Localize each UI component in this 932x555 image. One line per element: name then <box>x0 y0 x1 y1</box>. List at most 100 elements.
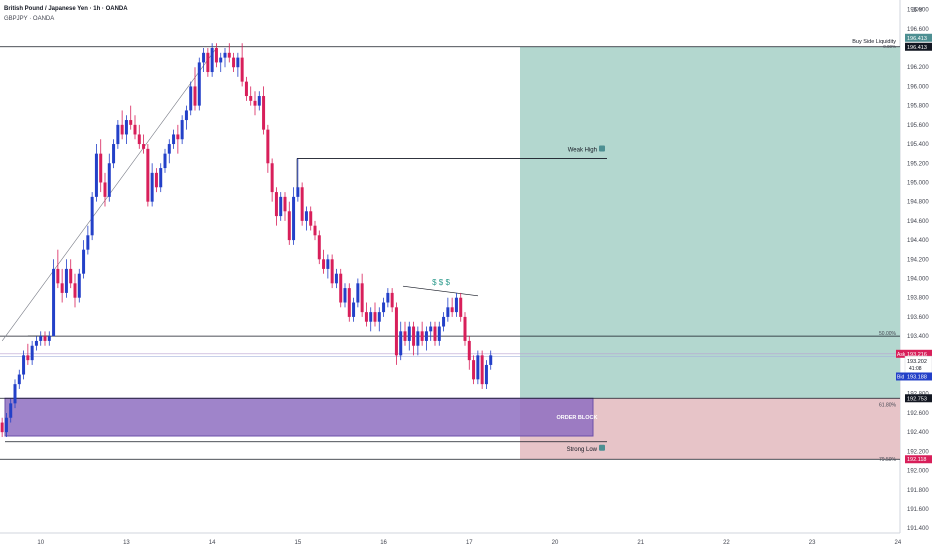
candle-body <box>390 292 394 308</box>
candle-body <box>326 259 330 269</box>
level-61-price-label: 192.753 <box>907 396 927 402</box>
candle-body <box>82 249 86 274</box>
time-tick-label: 21 <box>637 540 644 546</box>
price-tick-label: 194.600 <box>907 219 929 225</box>
candle-body <box>292 196 296 241</box>
liquidity-marks: $ $ $ <box>432 278 450 287</box>
order-block <box>4 397 594 437</box>
bid-tag-bg <box>896 372 905 381</box>
candle-body <box>244 81 248 97</box>
candle-body <box>223 52 227 58</box>
candle-body <box>99 153 103 183</box>
strong-low-lock-icon <box>599 444 605 451</box>
candle-body <box>133 124 137 135</box>
fib-50-label: 50.00% <box>879 331 897 337</box>
strong-low-label: Strong Low <box>567 447 598 453</box>
candle-body <box>257 96 261 106</box>
candle-body <box>236 57 240 68</box>
fib-0-label: 0.00% <box>883 44 896 49</box>
candle-body <box>103 182 107 197</box>
candle-body <box>360 283 364 313</box>
price-tick-label: 194.200 <box>907 257 929 263</box>
candle-body <box>193 86 197 106</box>
candle-body <box>274 192 278 217</box>
price-tick-label: 196.000 <box>907 84 929 90</box>
candle-body <box>369 312 373 322</box>
level-79-price-label: 192.118 <box>907 457 926 463</box>
candle-body <box>309 211 313 226</box>
candle-body <box>47 336 51 341</box>
time-tick-label: 10 <box>37 540 44 546</box>
price-tick-label: 193.800 <box>907 296 929 302</box>
candle-body <box>296 187 300 197</box>
time-tick-label: 15 <box>295 540 302 546</box>
candle-body <box>60 283 64 293</box>
candle-body <box>420 331 424 341</box>
candle-body <box>454 297 458 313</box>
candle-body <box>330 259 334 284</box>
candle-body <box>266 129 270 164</box>
bid-price-label: 193.188 <box>907 374 927 380</box>
candle-body <box>382 302 386 313</box>
candle-body <box>39 336 43 341</box>
level-79-price-label-bg <box>905 455 932 464</box>
candle-body <box>446 307 450 317</box>
candle-body <box>219 57 223 63</box>
candle-body <box>472 360 476 380</box>
price-tag-high-teal-bg <box>905 33 932 42</box>
price-tick-label: 195.600 <box>907 123 929 129</box>
candle-body <box>172 134 176 145</box>
candle-body <box>467 340 471 361</box>
symbol-title: British Pound / Japanese Yen · 1h · OAND… <box>4 6 128 12</box>
time-tick-label: 17 <box>466 540 473 546</box>
price-tick-label: 193.600 <box>907 315 929 321</box>
candle-body <box>43 336 47 341</box>
candle-body <box>313 225 317 236</box>
price-tick-label: 194.800 <box>907 200 929 206</box>
candle-body <box>202 52 206 63</box>
candle-body <box>34 340 38 346</box>
candle-body <box>262 96 266 130</box>
candle-body <box>347 288 351 317</box>
candle-body <box>412 326 416 346</box>
candle-body <box>107 163 111 197</box>
price-tag-high-teal: 196.413 <box>907 36 927 42</box>
candle-body <box>9 403 13 418</box>
candle-body <box>476 355 480 380</box>
candle-body <box>214 48 218 63</box>
candle-body <box>94 153 98 197</box>
candle-body <box>116 124 120 145</box>
candle-body <box>176 134 180 140</box>
current-price-label: 193.202 <box>907 359 927 365</box>
candle-body <box>22 355 26 375</box>
candle-body <box>73 283 77 298</box>
price-tick-label: 195.000 <box>907 180 929 186</box>
price-tick-label: 192.000 <box>907 469 929 475</box>
price-tick-label: 192.200 <box>907 449 929 455</box>
weak-high-lock-icon <box>599 145 605 152</box>
candle-body <box>137 134 141 145</box>
candle-body <box>322 259 326 269</box>
candle-body <box>304 211 308 221</box>
candle-body <box>403 331 407 341</box>
price-tick-label: 191.400 <box>907 526 929 532</box>
candle-body <box>334 273 338 284</box>
candle-body <box>394 307 398 356</box>
ask-price-label: 193.216 <box>907 352 927 358</box>
candle-body <box>197 62 201 106</box>
candle-body <box>377 312 381 322</box>
fib-79-label: 79.50% <box>879 457 897 463</box>
price-tick-label: 192.600 <box>907 411 929 417</box>
candle-body <box>30 345 34 361</box>
price-tick-label: 194.000 <box>907 277 929 283</box>
bid-price-label-bg <box>905 372 932 381</box>
candle-body <box>489 355 493 365</box>
candle-body <box>206 52 210 73</box>
time-tick-label: 24 <box>895 540 902 546</box>
candle-body <box>17 374 21 385</box>
candle-body <box>356 283 360 303</box>
time-tick-label: 16 <box>380 540 387 546</box>
ask-tag-bg <box>896 349 905 358</box>
